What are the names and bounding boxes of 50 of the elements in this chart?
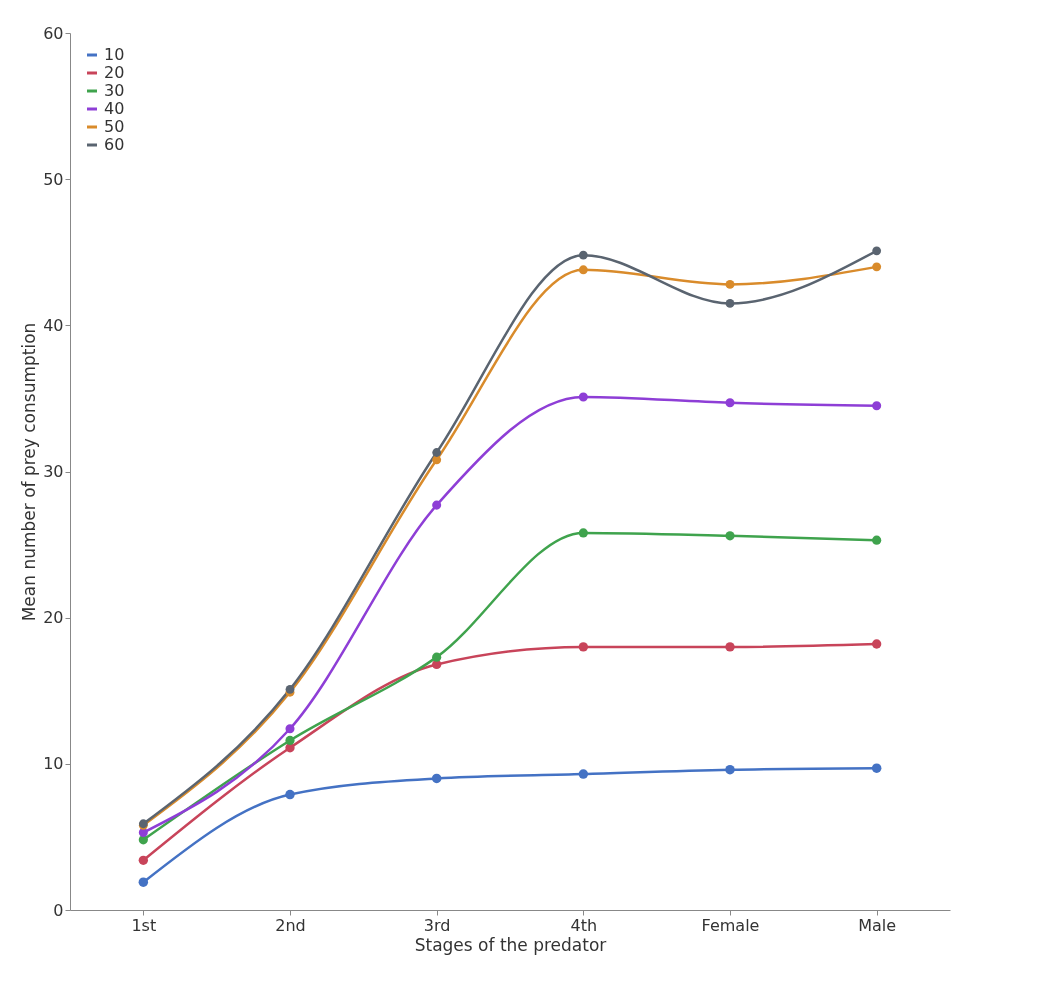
y-tick-label: 30 (43, 462, 64, 481)
legend-label: 20 (104, 63, 125, 82)
point (432, 448, 442, 457)
y-tick-label: 0 (53, 900, 64, 920)
point (578, 265, 588, 275)
point (578, 769, 589, 779)
point (871, 639, 882, 649)
x-tick-label: Female (701, 915, 760, 935)
point (872, 401, 882, 411)
point (872, 535, 882, 545)
point (578, 528, 588, 538)
point (725, 531, 735, 541)
point (578, 642, 589, 652)
point (872, 246, 882, 256)
y-axis-title: Mean number of prey consumption (19, 322, 40, 622)
legend-label: 10 (104, 45, 125, 64)
legend-label: 30 (104, 81, 125, 100)
point (138, 828, 148, 838)
point (432, 652, 442, 662)
point (138, 855, 149, 865)
point (725, 398, 735, 408)
point (285, 789, 295, 800)
point (578, 250, 588, 260)
point (871, 763, 882, 773)
legend-label: 40 (104, 99, 125, 118)
x-tick-label: Male (858, 915, 897, 935)
x-axis-title: Stages of the predator (414, 934, 607, 955)
y-tick-label: 40 (43, 315, 64, 335)
point (725, 642, 735, 652)
point (138, 877, 149, 887)
y-tick-label: 10 (43, 754, 64, 774)
point (872, 262, 882, 272)
point (285, 735, 295, 746)
y-tick-label: 50 (43, 169, 64, 189)
x-tick-label: 3rd (423, 915, 451, 935)
y-tick-label: 60 (43, 23, 64, 43)
point (725, 299, 735, 308)
point (578, 392, 588, 402)
x-tick-label: 1st (131, 915, 157, 935)
x-tick-label: 2nd (275, 915, 306, 935)
legend-label: 50 (104, 117, 125, 136)
point (432, 455, 442, 465)
point (285, 724, 295, 734)
x-tick-label: 4th (570, 915, 598, 935)
legend-label: 60 (104, 135, 125, 154)
y-tick-label: 20 (43, 608, 64, 628)
point (725, 764, 735, 775)
point (431, 773, 442, 784)
point (432, 500, 442, 510)
point (725, 279, 735, 289)
